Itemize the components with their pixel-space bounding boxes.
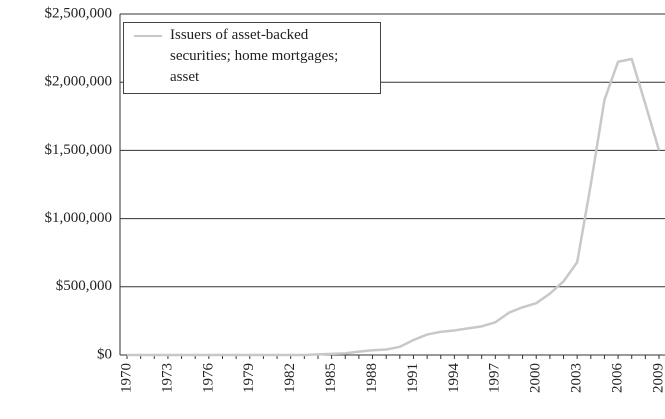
x-tick-label: 1997 — [487, 363, 503, 394]
legend-swatch — [134, 35, 162, 37]
x-tick-label: 1979 — [241, 363, 257, 393]
y-tick-label: $0 — [97, 346, 112, 362]
x-tick-label: 2009 — [650, 363, 665, 393]
x-tick-label: 2006 — [610, 363, 626, 394]
y-tick-label: $1,000,000 — [45, 210, 113, 226]
x-tick-label: 1985 — [323, 363, 339, 393]
x-tick-label: 1991 — [405, 363, 421, 393]
legend-label: Issuers of asset-backed securities; home… — [170, 27, 339, 85]
y-tick-label: $2,000,000 — [45, 74, 113, 90]
y-tick-label: $500,000 — [56, 278, 112, 294]
x-tick-label: 2000 — [528, 363, 544, 393]
x-tick-label: 1988 — [364, 363, 380, 393]
x-tick-label: 1982 — [282, 363, 298, 393]
x-tick-label: 1973 — [159, 363, 175, 393]
y-tick-label: $1,500,000 — [45, 142, 113, 158]
legend: Issuers of asset-backed securities; home… — [123, 22, 381, 94]
y-tick-label: $2,500,000 — [45, 5, 113, 21]
x-tick-label: 1976 — [200, 363, 216, 394]
x-tick-label: 2003 — [569, 363, 585, 393]
x-tick-label: 1994 — [446, 363, 462, 394]
data-line — [127, 57, 661, 357]
x-tick-label: 1970 — [118, 363, 134, 393]
